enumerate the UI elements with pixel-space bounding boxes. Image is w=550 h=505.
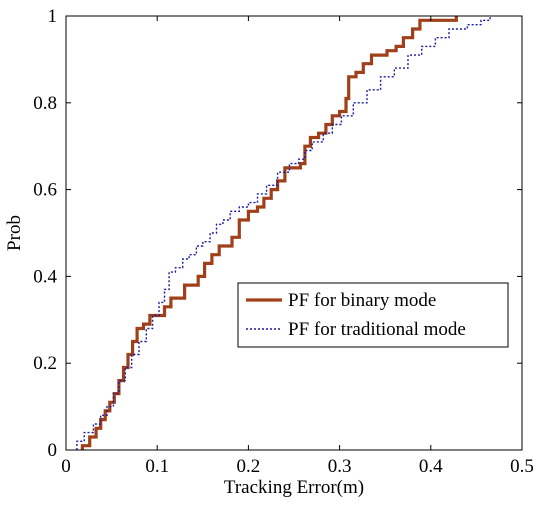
- series-layer: [76, 16, 491, 450]
- y-tick-label: 0.4: [33, 266, 57, 287]
- legend: PF for binary mode PF for traditional mo…: [237, 282, 509, 348]
- y-tick-label: 1: [48, 6, 58, 27]
- plot-area: [66, 16, 522, 450]
- y-tick-label: 0.6: [33, 180, 57, 201]
- x-tick-label: 0.4: [419, 456, 443, 477]
- x-tick-label: 0.3: [328, 456, 352, 477]
- x-axis-label: Tracking Error(m): [224, 477, 364, 498]
- ticks-layer: 0 0.1 0.2 0.3 0.4 0.5 0 0.2 0.4 0.6 0.8 1: [33, 6, 534, 477]
- series-line-binary: [80, 16, 458, 450]
- legend-label-binary: PF for binary mode: [288, 290, 436, 311]
- legend-label-traditional: PF for traditional mode: [288, 319, 466, 340]
- x-tick-label: 0.5: [510, 456, 534, 477]
- plot-frame: [65, 15, 523, 451]
- y-tick-label: 0.8: [33, 93, 57, 114]
- y-tick-label: 0: [48, 440, 58, 461]
- x-tick-label: 0.1: [145, 456, 169, 477]
- y-tick-label: 0.2: [33, 353, 57, 374]
- legend-box: [237, 282, 509, 348]
- x-tick-label: 0.2: [237, 456, 261, 477]
- y-axis-label: Prob: [4, 215, 25, 251]
- x-tick-label: 0: [61, 456, 71, 477]
